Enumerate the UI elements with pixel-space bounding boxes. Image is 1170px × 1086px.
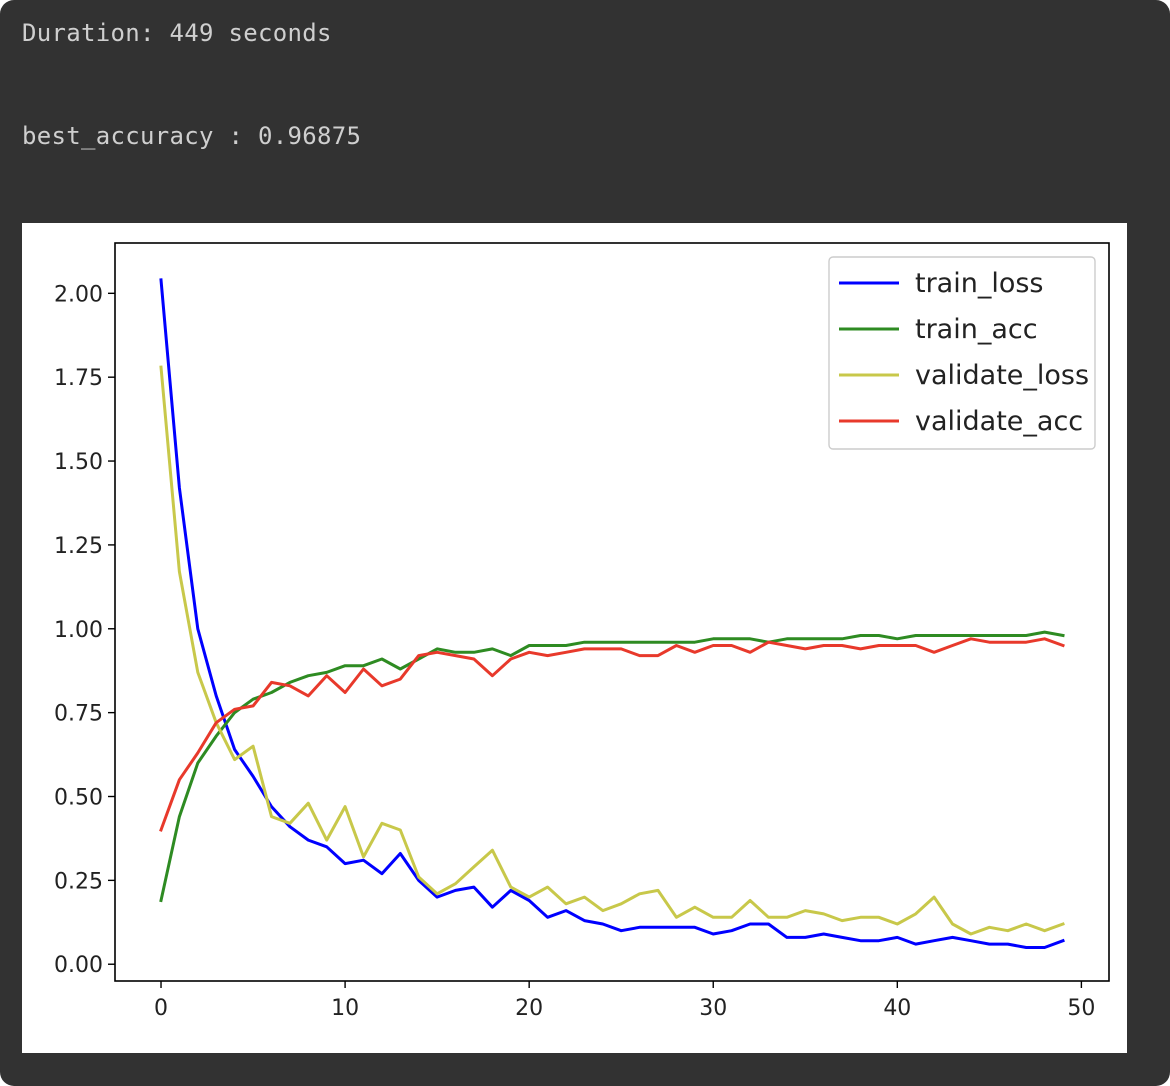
training-curves-chart: 0.00 0.25 0.50 0.75 1.00 1.25 1.50 1.75 2.00 0 10 2…: [54, 242, 1110, 1021]
legend-box: [828, 256, 1096, 450]
best-accuracy-output: best_accuracy : 0.96875: [22, 122, 362, 150]
legend-label-train_acc: train_acc: [915, 314, 1038, 345]
x-tick-label-5: 50: [1067, 996, 1095, 1021]
y-tick-label-6: 1.50: [54, 450, 103, 475]
x-tick-label-0: 0: [154, 996, 168, 1021]
series-line-validate_loss: [159, 365, 1065, 936]
y-tick-label-3: 0.75: [54, 702, 103, 727]
y-tick-label-1: 0.25: [54, 869, 103, 894]
x-tick-label-1: 10: [331, 996, 359, 1021]
y-tick-label-0: 0.00: [54, 953, 103, 978]
plot-frame: [114, 242, 1110, 982]
y-tick-label-8: 2.00: [54, 282, 103, 307]
training-curves-figure: 0.00 0.25 0.50 0.75 1.00 1.25 1.50 1.75 2.00 0 10 2…: [22, 223, 1127, 1053]
duration-output: Duration: 449 seconds: [22, 19, 332, 47]
y-tick-label-7: 1.75: [54, 366, 103, 391]
x-tick-label-4: 40: [883, 996, 911, 1021]
series-line-validate_acc: [159, 637, 1065, 832]
x-tick-label-3: 30: [699, 996, 727, 1021]
y-tick-label-4: 1.00: [54, 618, 103, 643]
series-line-train_loss: [159, 278, 1065, 949]
legend-label-validate_loss: validate_loss: [915, 360, 1089, 391]
legend-label-validate_acc: validate_acc: [915, 406, 1083, 437]
x-tick-label-2: 20: [515, 996, 543, 1021]
y-tick-label-2: 0.50: [54, 786, 103, 811]
legend-label-train_loss: train_loss: [915, 268, 1044, 299]
y-tick-label-5: 1.25: [54, 534, 103, 559]
series-line-train_acc: [159, 630, 1065, 903]
